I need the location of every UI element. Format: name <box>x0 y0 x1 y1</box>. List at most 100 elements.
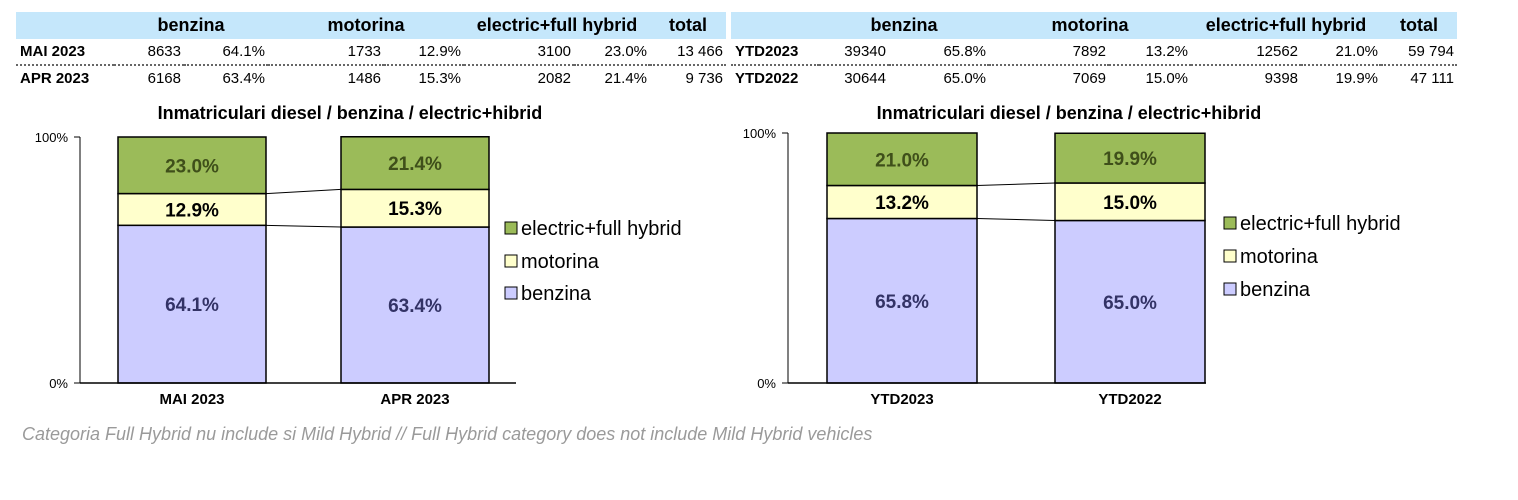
header-cell <box>16 12 114 39</box>
table-header-row: benzina motorina electric+full hybrid to… <box>731 12 1458 39</box>
legend-swatch <box>504 254 518 268</box>
table-cell: 19.9% <box>1335 70 1379 87</box>
legend-swatch <box>1223 282 1237 296</box>
bar-segment-electric-full-hybrid <box>340 136 490 191</box>
table-cell: 9 736 <box>685 70 724 87</box>
table-cell: 65.8% <box>889 39 990 66</box>
data-label: 12.9% <box>165 200 219 221</box>
series-connector-line <box>265 188 342 195</box>
bar-segment-benzina <box>340 226 490 384</box>
legend-label: electric+full hybrid <box>521 218 682 240</box>
stacked-bar-chart-ytd: Inmatriculari diesel / benzina / electri… <box>743 103 1401 408</box>
series-connector-line <box>976 182 1056 186</box>
bar-segment-benzina <box>117 224 267 384</box>
table-cell: 12562 <box>1191 39 1302 66</box>
data-label: 21.0% <box>875 150 929 171</box>
header-cell <box>731 12 819 39</box>
table-cell: 6168 <box>147 70 181 87</box>
table-cell: 8633 <box>114 39 184 66</box>
table-cell: 15.3% <box>418 70 462 87</box>
y-tick-label: 0% <box>49 376 68 391</box>
y-tick-label: 100% <box>35 130 69 145</box>
header-cell: electric+full hybrid <box>1191 12 1382 39</box>
row-label: APR 2023 <box>20 70 90 87</box>
data-label: 64.1% <box>165 295 219 316</box>
header-cell: total <box>650 12 727 39</box>
y-tick-label: 0% <box>757 376 776 391</box>
chart-title: Inmatriculari diesel / benzina / electri… <box>877 103 1262 123</box>
legend-swatch <box>504 286 518 300</box>
table-cell: 13.2% <box>1109 39 1192 66</box>
data-label: 15.0% <box>1103 193 1157 214</box>
table-row: MAI 2023 8633 64.1% 1733 12.9% 3100 23.0… <box>16 39 727 66</box>
table-cell: 1733 <box>268 39 385 66</box>
legend-label: electric+full hybrid <box>1240 213 1401 235</box>
header-cell: electric+full hybrid <box>464 12 651 39</box>
summary-table-monthly: benzina motorina electric+full hybrid to… <box>16 12 727 91</box>
table-cell: 64.1% <box>184 39 269 66</box>
table-cell: 1486 <box>347 70 382 87</box>
legend-label: motorina <box>1240 246 1319 268</box>
legend-label: motorina <box>521 251 600 273</box>
legend-swatch <box>1223 249 1237 263</box>
table-cell: 23.0% <box>574 39 651 66</box>
table-cell: 47 111 <box>1410 70 1455 87</box>
bar-segment-electric-full-hybrid <box>826 132 978 187</box>
bar-segment-electric-full-hybrid <box>117 136 267 195</box>
table-cell: 12.9% <box>384 39 465 66</box>
data-label: 65.0% <box>1103 293 1157 314</box>
table-row: YTD2023 39340 65.8% 7892 13.2% 12562 21.… <box>731 39 1458 66</box>
legend-swatch <box>1223 216 1237 230</box>
table-header-row: benzina motorina electric+full hybrid to… <box>16 12 727 39</box>
row-label: YTD2023 <box>731 39 819 66</box>
series-connector-line <box>265 224 342 228</box>
bar-segment-motorina <box>826 184 978 220</box>
table-cell: 13 466 <box>650 39 727 66</box>
x-tick-label: YTD2022 <box>1098 391 1161 408</box>
stacked-bar-chart-monthly: Inmatriculari diesel / benzina / electri… <box>35 103 682 408</box>
bar-segment-benzina <box>826 217 978 384</box>
table-cell: 7069 <box>1072 70 1107 87</box>
bar-segment-electric-full-hybrid <box>1054 132 1206 184</box>
legend-label: benzina <box>521 283 592 305</box>
table-cell: 65.0% <box>943 70 987 87</box>
data-label: 63.4% <box>388 296 442 317</box>
data-label: 23.0% <box>165 156 219 177</box>
row-label: YTD2022 <box>735 70 799 87</box>
header-cell: total <box>1381 12 1458 39</box>
header-cell: motorina <box>989 12 1192 39</box>
y-tick-label: 100% <box>743 126 777 141</box>
table-cell: 15.0% <box>1145 70 1189 87</box>
table-row: YTD2022 30644 65.0% 7069 15.0% 9398 19.9… <box>731 65 1457 91</box>
footnote: Categoria Full Hybrid nu include si Mild… <box>22 424 873 444</box>
bar-segment-benzina <box>1054 219 1206 384</box>
data-label: 19.9% <box>1103 149 1157 170</box>
chart-title: Inmatriculari diesel / benzina / electri… <box>158 103 543 123</box>
bar-segment-motorina <box>1054 182 1206 222</box>
legend-swatch <box>504 221 518 235</box>
table-cell: 2082 <box>537 70 572 87</box>
data-label: 13.2% <box>875 193 929 214</box>
table-cell: 59 794 <box>1381 39 1458 66</box>
table-cell: 3100 <box>464 39 575 66</box>
legend-label: benzina <box>1240 279 1311 301</box>
x-tick-label: APR 2023 <box>380 391 449 408</box>
data-label: 21.4% <box>388 154 442 175</box>
table-cell: 21.4% <box>604 70 648 87</box>
data-label: 65.8% <box>875 292 929 313</box>
header-cell: motorina <box>268 12 465 39</box>
table-cell: 9398 <box>1264 70 1299 87</box>
data-label: 15.3% <box>388 199 442 220</box>
row-label: MAI 2023 <box>16 39 114 66</box>
header-cell: benzina <box>114 12 269 39</box>
x-tick-label: MAI 2023 <box>159 391 224 408</box>
table-cell: 7892 <box>989 39 1110 66</box>
header-cell: benzina <box>819 12 990 39</box>
table-cell: 63.4% <box>222 70 266 87</box>
table-row: APR 2023 6168 63.4% 1486 15.3% 2082 21.4… <box>16 65 726 91</box>
summary-table-ytd: benzina motorina electric+full hybrid to… <box>731 12 1458 91</box>
table-cell: 39340 <box>819 39 889 66</box>
x-tick-label: YTD2023 <box>870 391 933 408</box>
table-cell: 30644 <box>844 70 886 87</box>
table-cell: 21.0% <box>1301 39 1382 66</box>
